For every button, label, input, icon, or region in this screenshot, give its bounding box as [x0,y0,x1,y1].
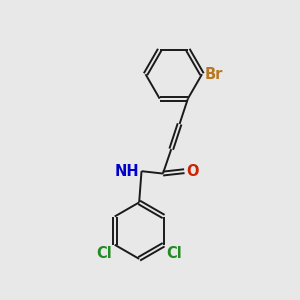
Text: Br: Br [205,67,224,82]
Text: Cl: Cl [96,246,112,261]
Text: Cl: Cl [167,246,182,261]
Text: O: O [187,164,199,179]
Text: NH: NH [115,164,139,179]
